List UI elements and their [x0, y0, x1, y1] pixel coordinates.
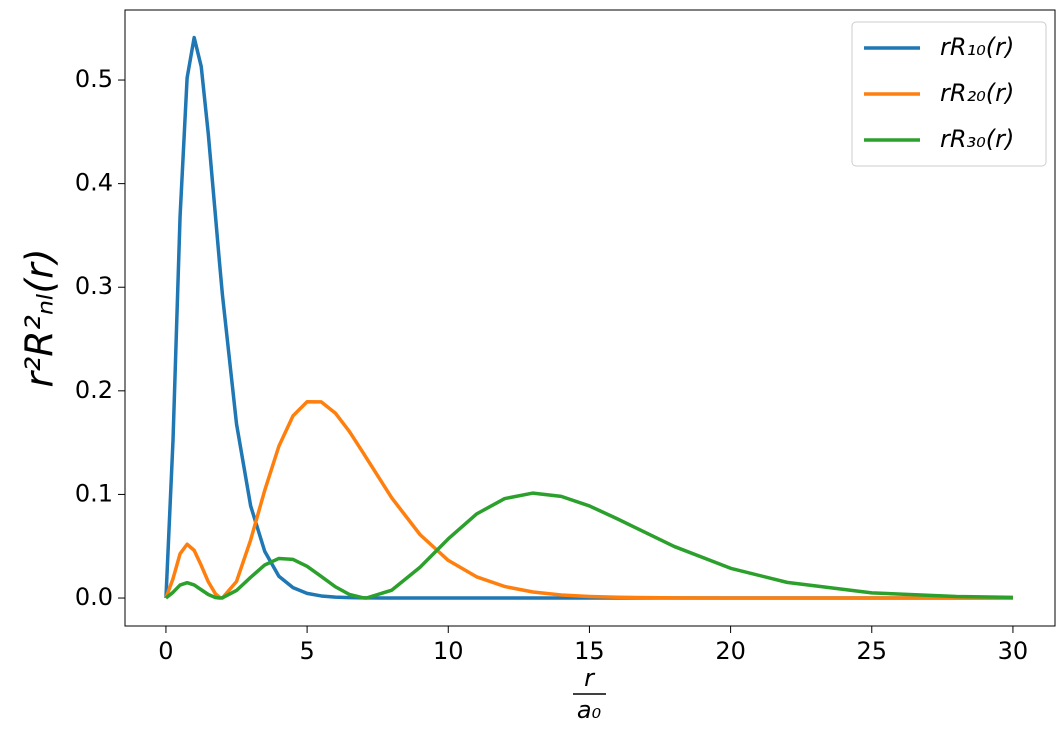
x-tick-label: 5 — [299, 637, 314, 665]
series-line — [164, 491, 1013, 600]
y-tick-label: 0.3 — [75, 272, 113, 300]
legend-box — [851, 21, 1047, 167]
x-tick-label: 10 — [433, 637, 464, 665]
legend-label: rR₂₀(r) — [940, 79, 1014, 107]
x-tick-label: 25 — [856, 637, 887, 665]
y-axis-label: r²R²ₙₗ(r) — [18, 248, 62, 387]
x-tick-label: 20 — [715, 637, 746, 665]
x-tick-label: 0 — [158, 637, 173, 665]
y-tick-label: 0.4 — [75, 169, 113, 197]
x-tick-label: 15 — [574, 637, 605, 665]
plot-frame — [124, 9, 1056, 627]
x-axis-label-denominator: a₀ — [577, 696, 602, 724]
legend-label: rR₁₀(r) — [940, 33, 1014, 61]
legend: rR₁₀(r) rR₂₀(r) rR₃₀(r) — [851, 21, 1047, 167]
x-axis-label-numerator: r — [584, 664, 596, 692]
y-tick-label: 0.5 — [75, 65, 113, 93]
y-tick-label: 0.1 — [75, 479, 113, 507]
series-line — [164, 399, 1013, 600]
x-tick-label: 30 — [998, 637, 1029, 665]
y-tick-label: 0.2 — [75, 376, 113, 404]
legend-label: rR₃₀(r) — [940, 125, 1014, 153]
y-tick-label: 0.0 — [75, 583, 113, 611]
